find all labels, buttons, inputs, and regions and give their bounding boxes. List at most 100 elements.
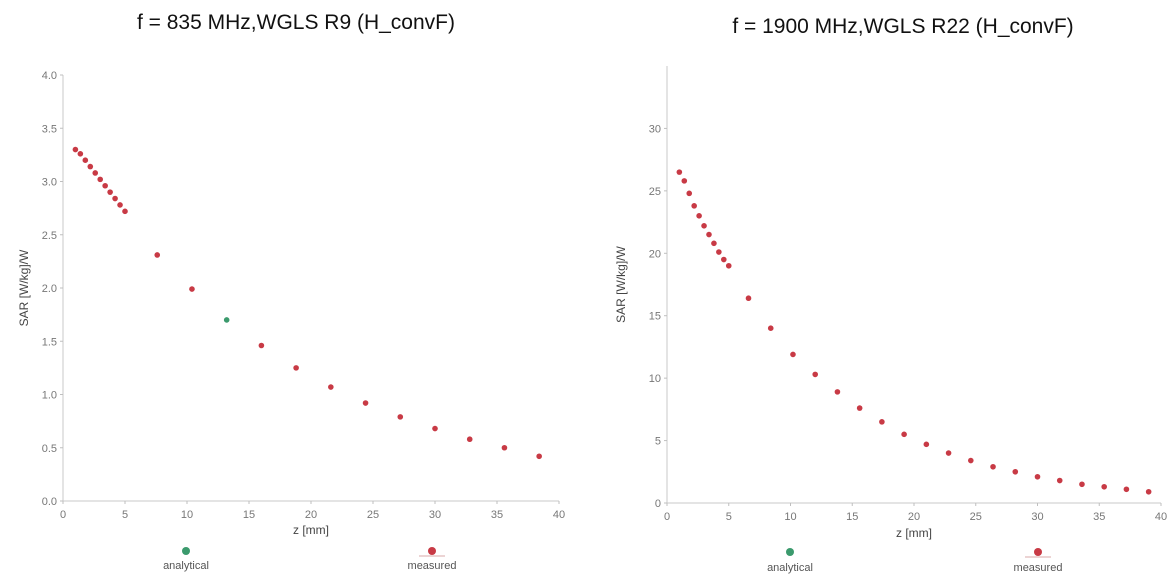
- x-tick-label: 40: [1155, 511, 1167, 523]
- y-axis-label: SAR [W/kg]/W: [614, 245, 628, 322]
- y-tick-label: 2.0: [42, 283, 57, 295]
- y-tick-label: 1.5: [42, 336, 57, 348]
- y-tick-label: 1.0: [42, 390, 57, 402]
- x-axis-label: z [mm]: [293, 523, 329, 537]
- data-point-measured: [1145, 488, 1152, 495]
- data-point-measured: [1079, 481, 1085, 488]
- data-point-measured: [82, 157, 89, 163]
- data-point-measured: [745, 295, 752, 302]
- data-point-measured: [856, 405, 863, 411]
- data-point-measured: [397, 414, 404, 420]
- legend-marker-analytical: [182, 547, 190, 555]
- data-point-measured: [501, 444, 508, 451]
- data-point-measured: [676, 169, 683, 175]
- data-point-measured: [112, 195, 118, 202]
- legend-marker-analytical: [786, 548, 794, 556]
- legend-label-measured: measured: [408, 560, 457, 572]
- data-point-measured: [154, 252, 161, 258]
- data-point-measured: [77, 151, 84, 157]
- data-point-measured: [706, 231, 712, 238]
- y-axis-label: SAR [W/kg]/W: [17, 249, 31, 326]
- data-point-measured: [901, 431, 907, 438]
- data-point-measured: [466, 436, 473, 443]
- data-point-measured: [716, 249, 722, 255]
- x-tick-label: 5: [122, 509, 128, 521]
- legend-label-analytical: analytical: [767, 562, 813, 574]
- data-point-measured: [767, 325, 774, 332]
- data-point-measured: [834, 389, 841, 395]
- data-point-measured: [258, 342, 265, 349]
- chart-title: f = 835 MHz,WGLS R9 (H_convF): [137, 11, 455, 34]
- legend-marker-measured: [1034, 548, 1042, 556]
- x-tick-label: 15: [243, 509, 255, 521]
- data-point-measured: [812, 371, 818, 378]
- data-point-measured: [725, 262, 732, 269]
- data-point-measured: [536, 453, 542, 460]
- data-point-measured: [293, 365, 299, 371]
- x-tick-label: 25: [970, 511, 982, 523]
- x-tick-label: 10: [181, 509, 193, 521]
- data-point-measured: [923, 441, 930, 448]
- data-point-measured: [990, 463, 996, 470]
- data-point-measured: [102, 182, 108, 189]
- data-point-measured: [1101, 483, 1107, 490]
- data-point-measured: [328, 384, 334, 390]
- data-point-measured: [686, 190, 693, 197]
- x-tick-label: 20: [305, 509, 317, 521]
- chart-right: f = 1900 MHz,WGLS R22 (H_convF) 0 5 10 15 20 2…: [614, 15, 1167, 574]
- data-point-measured: [691, 203, 697, 209]
- data-point-analytical: [223, 317, 230, 323]
- legend-label-measured: measured: [1014, 562, 1063, 574]
- chart-title: f = 1900 MHz,WGLS R22 (H_convF): [732, 15, 1073, 38]
- y-tick-label: 20: [649, 248, 661, 260]
- y-tick-label: 3.0: [42, 177, 57, 189]
- data-point-measured: [681, 178, 688, 184]
- data-point-measured: [92, 170, 99, 176]
- data-point-measured: [711, 240, 717, 247]
- x-tick-label: 5: [726, 511, 732, 523]
- data-point-measured: [72, 146, 79, 153]
- y-tick-label: 4.0: [42, 70, 57, 82]
- x-tick-label: 0: [60, 509, 66, 521]
- x-tick-label: 0: [664, 511, 670, 523]
- data-point-measured: [1123, 486, 1130, 493]
- data-point-measured: [790, 351, 796, 358]
- y-tick-label: 25: [649, 186, 661, 198]
- data-point-measured: [968, 457, 974, 464]
- y-tick-label: 0.5: [42, 443, 57, 455]
- data-point-measured: [87, 163, 94, 170]
- data-point-measured: [97, 176, 103, 183]
- x-tick-label: 30: [1031, 511, 1043, 523]
- x-tick-label: 40: [553, 509, 565, 521]
- x-tick-label: 30: [429, 509, 441, 521]
- data-point-measured: [362, 400, 369, 406]
- y-tick-label: 2.5: [42, 230, 57, 242]
- x-tick-label: 35: [491, 509, 503, 521]
- x-tick-label: 35: [1093, 511, 1105, 523]
- data-point-measured: [1012, 468, 1019, 475]
- data-point-measured: [701, 223, 707, 229]
- y-tick-label: 5: [655, 436, 661, 448]
- y-tick-label: 3.5: [42, 123, 57, 135]
- x-tick-label: 25: [367, 509, 379, 521]
- chart-left: f = 835 MHz,WGLS R9 (H_convF) 0 5 10 15 20 25 3…: [17, 11, 565, 572]
- x-tick-label: 15: [846, 511, 858, 523]
- x-tick-label: 20: [908, 511, 920, 523]
- y-tick-label: 30: [649, 123, 661, 135]
- data-point-measured: [189, 286, 195, 292]
- y-tick-label: 15: [649, 311, 661, 323]
- data-point-measured: [122, 208, 128, 215]
- y-tick-label: 10: [649, 373, 661, 385]
- data-point-measured: [1056, 477, 1063, 484]
- y-tick-label: 0.0: [42, 496, 57, 508]
- data-point-measured: [117, 202, 123, 208]
- y-tick-label: 0: [655, 498, 661, 510]
- legend-marker-measured: [428, 547, 436, 555]
- x-axis-label: z [mm]: [896, 526, 932, 540]
- data-point-measured: [432, 425, 438, 432]
- legend-label-analytical: analytical: [163, 560, 209, 572]
- data-point-measured: [879, 419, 885, 425]
- data-point-measured: [696, 213, 702, 219]
- data-point-measured: [107, 189, 113, 195]
